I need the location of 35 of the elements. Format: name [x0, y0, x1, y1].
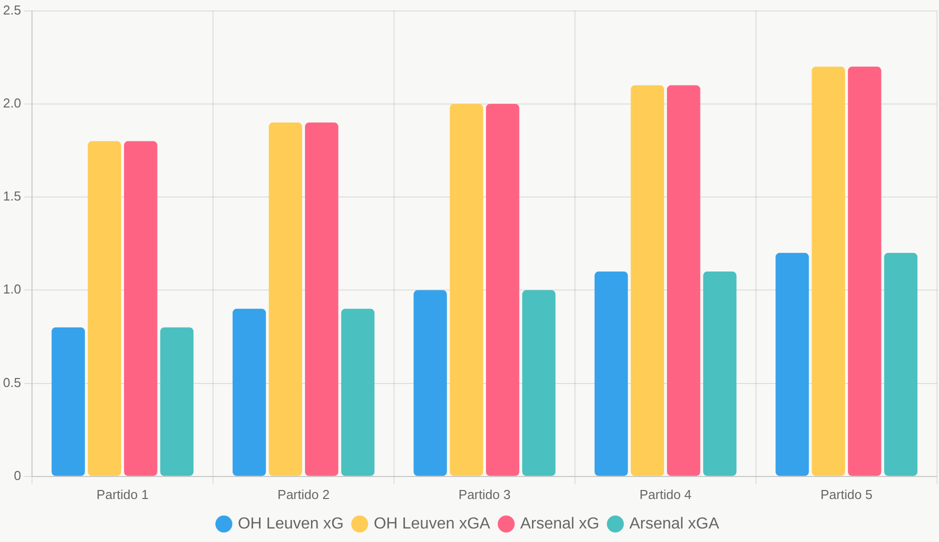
- bar: [124, 141, 158, 476]
- bar: [341, 308, 374, 476]
- legend-label: OH Leuven xGA: [374, 515, 491, 532]
- y-tick-label: 2.0: [2, 96, 22, 110]
- legend-label: OH Leuven xG: [238, 515, 344, 532]
- y-tick-label: 0: [14, 468, 22, 483]
- legend-label: Arsenal xG: [520, 515, 600, 532]
- bar: [703, 272, 736, 476]
- bar: [268, 122, 302, 476]
- bar: [812, 66, 846, 476]
- x-tick-label: Partido 2: [278, 486, 330, 502]
- y-tick-label: 2.5: [2, 2, 22, 18]
- x-tick-label: Partido 3: [458, 486, 511, 502]
- bar: [666, 85, 700, 476]
- bar: [88, 141, 122, 476]
- bar: [52, 327, 85, 476]
- bar: [305, 122, 338, 476]
- bar: [848, 66, 882, 476]
- bar: [486, 104, 520, 476]
- bar: [414, 290, 447, 476]
- bar: [450, 104, 484, 476]
- bar: [594, 272, 628, 476]
- x-tick-label: Partido 5: [820, 486, 873, 502]
- x-tick-label: Partido 4: [640, 486, 692, 502]
- y-tick-label: 1.5: [2, 188, 22, 204]
- bar: [884, 252, 918, 476]
- bar: [160, 327, 194, 476]
- y-tick-label: 1.0: [2, 282, 22, 297]
- bar: [776, 252, 809, 476]
- y-tick-label: 0.5: [2, 374, 22, 390]
- legend-label: Arsenal xGA: [629, 515, 720, 532]
- bar: [522, 290, 556, 476]
- x-tick-label: Partido 1: [96, 486, 149, 502]
- bar: [630, 85, 664, 476]
- bar: [232, 308, 266, 476]
